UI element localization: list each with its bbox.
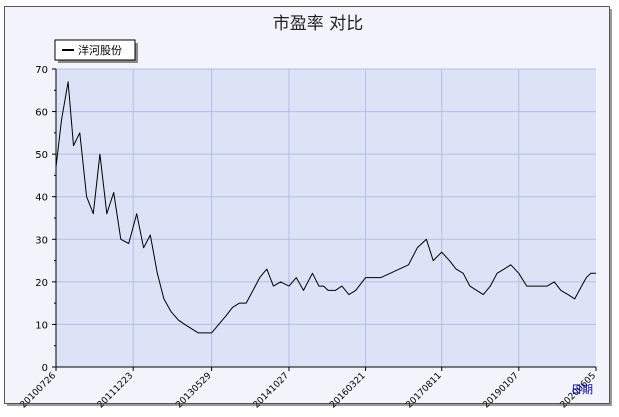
series-line-yanghe xyxy=(55,81,596,334)
y-axis-ticks: 0 10 20 30 40 50 60 70 xyxy=(35,65,56,374)
y-tick-label: 60 xyxy=(35,108,48,119)
legend: 洋河股份 xyxy=(54,39,138,63)
legend-label: 洋河股份 xyxy=(78,43,122,57)
y-tick-label: 20 xyxy=(35,278,48,289)
y-tick-label: 50 xyxy=(35,150,48,161)
y-tick-label: 30 xyxy=(35,235,48,246)
grid-lines xyxy=(56,68,596,367)
chart-title: 市盈率 对比 xyxy=(273,14,363,34)
x-axis-label: 日期 xyxy=(571,383,593,396)
y-tick-label: 40 xyxy=(35,193,48,204)
y-tick-label: 10 xyxy=(35,320,48,331)
legend-box xyxy=(54,39,136,61)
y-tick-label: 70 xyxy=(35,65,48,76)
plot-area xyxy=(56,69,596,367)
y-tick-label: 0 xyxy=(42,363,48,374)
